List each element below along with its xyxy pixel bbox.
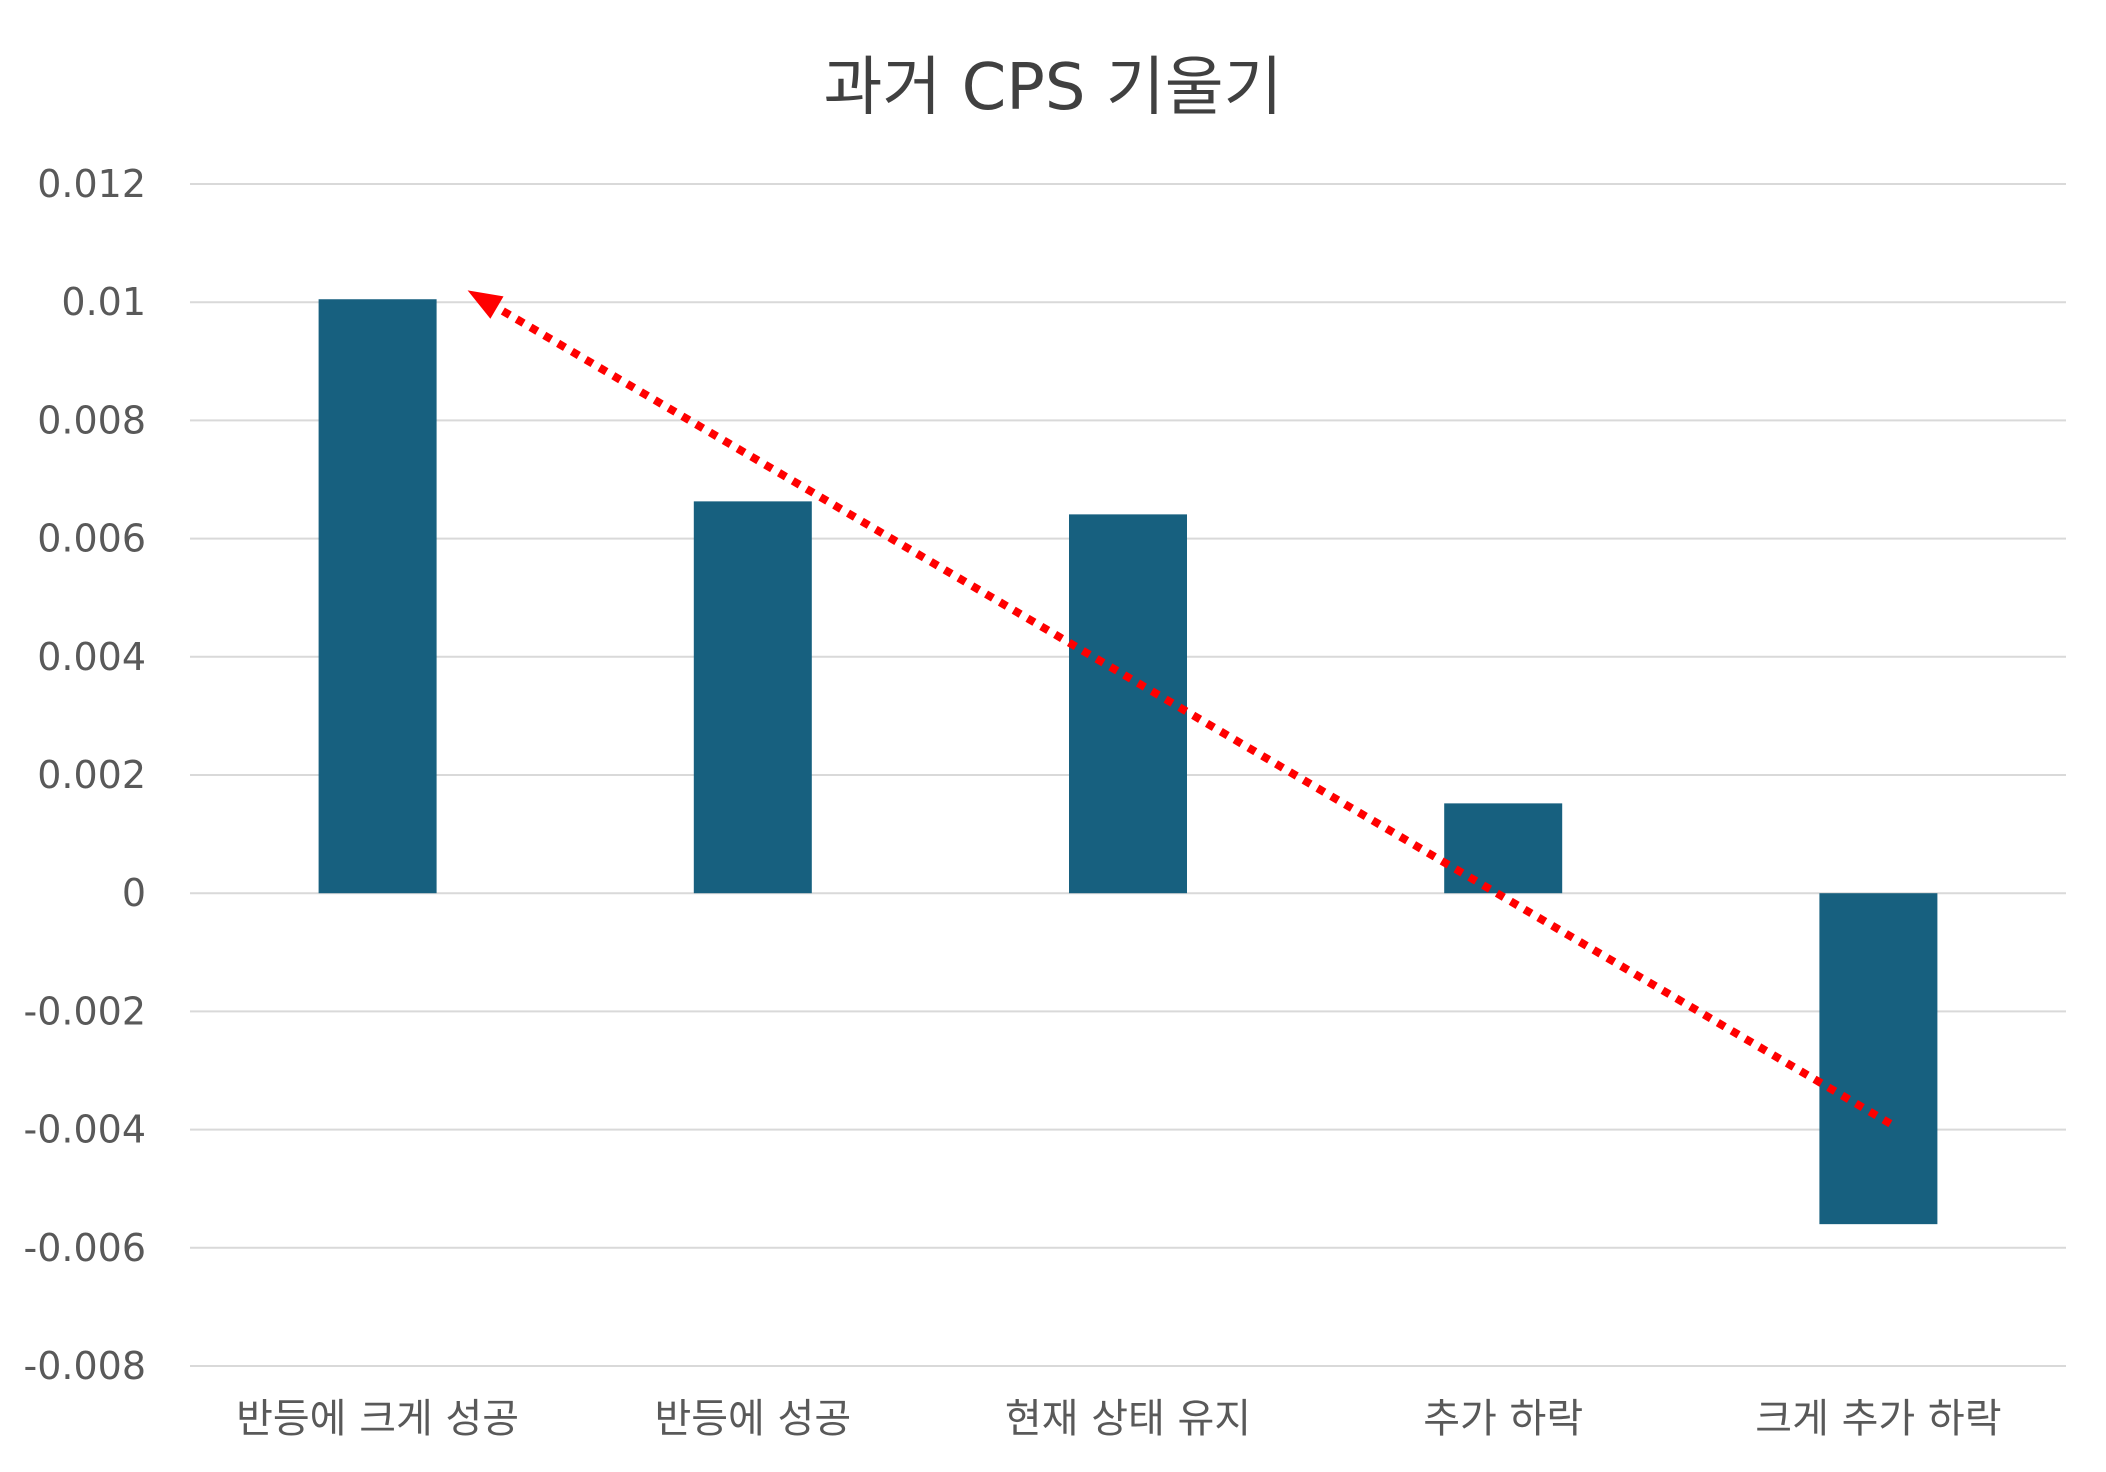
y-tick-label: 0.004: [37, 635, 146, 679]
x-tick-label: 반등에 성공: [654, 1396, 851, 1442]
y-axis-ticks: 0.012 0.01 0.008 0.006 0.004 0.002 0 -0.002 -0.0…: [24, 162, 147, 1388]
y-tick-label: -0.004: [24, 1108, 147, 1152]
bar: [693, 501, 812, 894]
x-tick-label: 크게 추가 하락: [1755, 1396, 2001, 1442]
bar: [1819, 893, 1938, 1225]
y-tick-label: 0.012: [37, 162, 146, 206]
trend-arrow-head: [467, 290, 504, 319]
gridlines: [190, 183, 2066, 1367]
x-tick-label: 추가 하락: [1423, 1396, 1583, 1442]
x-axis-labels: 반등에 크게 성공 반등에 성공 현재 상태 유지 추가 하락 크게 추가 하락: [236, 1396, 2001, 1442]
bar: [318, 299, 437, 894]
y-tick-label: 0.006: [37, 517, 146, 561]
trend-arrow: [467, 290, 1893, 1128]
chart-title: 과거 CPS 기울기: [823, 51, 1283, 125]
y-tick-label: -0.006: [24, 1226, 147, 1270]
x-tick-label: 반등에 크게 성공: [236, 1396, 519, 1442]
trend-arrow-line: [494, 304, 1893, 1128]
y-tick-label: 0.002: [37, 753, 146, 797]
y-tick-label: 0: [122, 871, 146, 915]
y-tick-label: 0.008: [37, 398, 146, 442]
y-tick-label: -0.008: [24, 1344, 147, 1388]
x-tick-label: 현재 상태 유지: [1005, 1396, 1251, 1442]
bar: [1444, 803, 1563, 894]
y-tick-label: -0.002: [24, 989, 147, 1033]
y-tick-label: 0.01: [61, 280, 146, 324]
bars: [318, 299, 1938, 1225]
